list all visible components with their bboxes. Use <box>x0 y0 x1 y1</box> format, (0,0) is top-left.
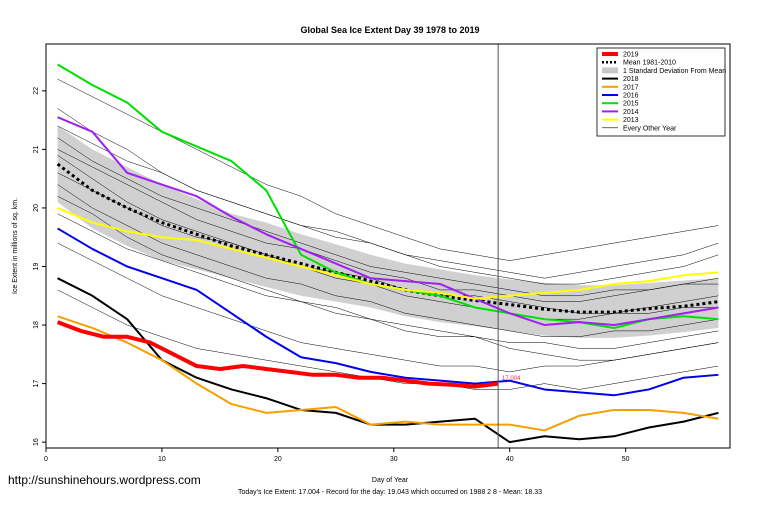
series-line-2013 <box>57 207 719 300</box>
other-year-line <box>57 137 719 297</box>
other-year-line <box>57 289 719 390</box>
legend-label: 2014 <box>623 109 639 116</box>
x-tick-label: 30 <box>390 456 398 463</box>
other-year-line <box>57 213 719 349</box>
source-url: http://sunshinehours.wordpress.com <box>8 473 201 487</box>
std-deviation-band <box>57 125 719 338</box>
legend-item: 2013 <box>602 117 639 124</box>
legend-label: Every Other Year <box>623 125 677 132</box>
legend-swatch <box>602 67 618 74</box>
legend-item: 1 Standard Deviation From Mean <box>602 67 726 75</box>
y-axis: 16 17 18 19 20 21 22 <box>33 87 46 446</box>
legend-item: Mean 1981-2010 <box>602 60 676 67</box>
legend-label: 2015 <box>623 101 639 108</box>
legend-box <box>596 47 726 137</box>
legend-item: 2016 <box>602 93 639 100</box>
series-line-2014 <box>57 116 719 327</box>
other-year-line <box>57 125 719 285</box>
plot-area <box>56 44 719 448</box>
y-tick-label: 21 <box>33 145 40 153</box>
other-year-line <box>57 184 719 338</box>
legend-label: 2018 <box>623 76 639 83</box>
series-line-2017 <box>57 315 719 432</box>
plot-frame <box>45 43 731 449</box>
y-tick-label: 22 <box>33 87 40 95</box>
y-tick-label: 16 <box>33 438 40 446</box>
mean-line <box>56 162 719 314</box>
today-value-label: 17.004 <box>502 376 521 382</box>
other-year-line <box>57 242 719 373</box>
x-axis: 0 10 20 30 40 50 <box>44 448 630 463</box>
y-tick-label: 17 <box>33 380 40 388</box>
y-tick-label: 18 <box>33 321 40 329</box>
series-line-2016 <box>57 227 719 397</box>
legend-label: 2016 <box>623 93 639 100</box>
chart-title: Global Sea Ice Extent Day 39 1978 to 201… <box>300 25 479 35</box>
x-tick-label: 50 <box>622 456 630 463</box>
x-tick-label: 40 <box>506 456 514 463</box>
y-tick-label: 20 <box>33 204 40 212</box>
other-year-line <box>57 196 719 361</box>
footer-summary: Today's Ice Extent: 17.004 - Record for … <box>238 489 542 496</box>
legend-item: 2018 <box>602 76 639 83</box>
x-tick-label: 0 <box>44 456 48 463</box>
legend-label: 2017 <box>623 84 639 91</box>
legend-item: 2019 <box>602 52 639 59</box>
legend-item: Every Other Year <box>602 125 677 132</box>
legend-label: 2013 <box>623 117 639 124</box>
other-year-line <box>57 149 719 302</box>
x-tick-label: 20 <box>274 456 282 463</box>
x-axis-label: Day of Year <box>372 477 409 484</box>
x-tick-label: 10 <box>158 456 166 463</box>
legend-label: Mean 1981-2010 <box>623 60 676 67</box>
y-axis-label: Ice Extent in millions of sq. km. <box>12 198 19 294</box>
legend-item: 2014 <box>602 109 639 116</box>
other-year-line <box>57 155 719 320</box>
legend-label: 2019 <box>623 52 639 59</box>
legend-item: 2017 <box>602 84 639 91</box>
legend-label: 1 Standard Deviation From Mean <box>623 68 726 75</box>
y-tick-label: 19 <box>33 262 40 270</box>
legend-item: 2015 <box>602 101 639 108</box>
series-line-2019 <box>56 320 499 389</box>
